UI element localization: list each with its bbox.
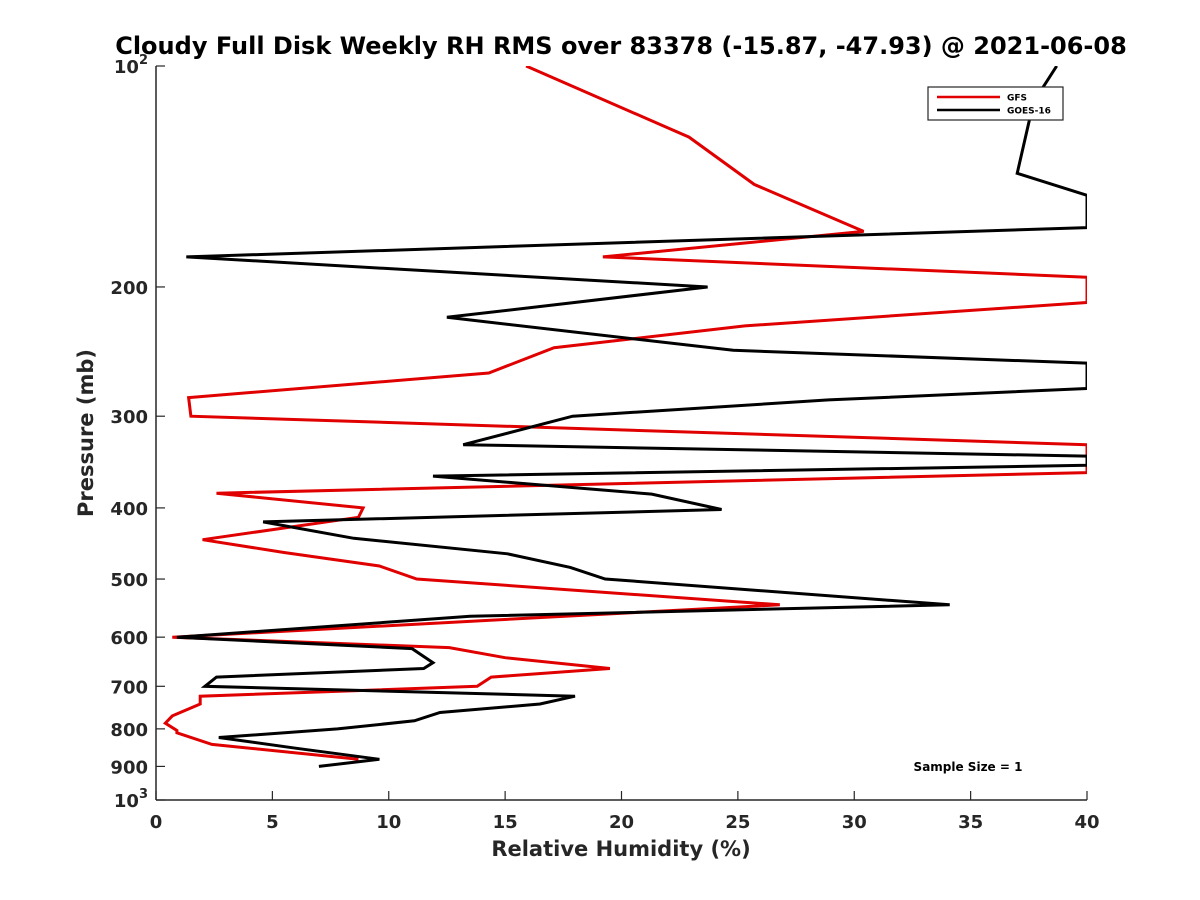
- x-tick-label: 15: [493, 812, 518, 833]
- y-ticks: 102 200 300 400 500 600 700 800 900 103: [110, 53, 165, 812]
- y-tick-label: 500: [110, 570, 148, 591]
- chart-title: Cloudy Full Disk Weekly RH RMS over 8337…: [115, 32, 1127, 60]
- x-ticks: 0 5 10 15 20 25 30 35 40: [150, 791, 1100, 833]
- series-line-gfs: [162, 66, 1087, 761]
- x-tick-label: 0: [150, 812, 163, 833]
- y-tick-label: 400: [110, 499, 148, 520]
- y-tick-label: 600: [110, 628, 148, 649]
- x-axis-label: Relative Humidity (%): [491, 837, 750, 861]
- series-line-goes16: [176, 66, 1087, 768]
- x-tick-label: 20: [609, 812, 634, 833]
- sample-size-annotation: Sample Size = 1: [914, 760, 1023, 774]
- series-layer: [162, 66, 1087, 768]
- x-tick-label: 5: [266, 812, 279, 833]
- legend: GFS GOES-16: [927, 86, 1064, 121]
- y-tick-label: 200: [110, 278, 148, 299]
- y-axis-label: Pressure (mb): [74, 349, 98, 517]
- x-tick-label: 40: [1074, 812, 1099, 833]
- y-tick-label: 800: [110, 720, 148, 741]
- legend-label-goes16: GOES-16: [1007, 107, 1051, 117]
- x-tick-label: 35: [958, 812, 983, 833]
- y-tick-label: 900: [110, 757, 148, 778]
- x-tick-label: 10: [376, 812, 401, 833]
- y-tick-label: 102: [114, 53, 148, 78]
- y-tick-label: 103: [114, 787, 148, 812]
- y-tick-label: 300: [110, 407, 148, 428]
- legend-box: [927, 86, 1064, 121]
- x-tick-label: 25: [725, 812, 750, 833]
- x-tick-label: 30: [842, 812, 867, 833]
- legend-label-gfs: GFS: [1007, 94, 1027, 104]
- y-tick-label: 700: [110, 677, 148, 698]
